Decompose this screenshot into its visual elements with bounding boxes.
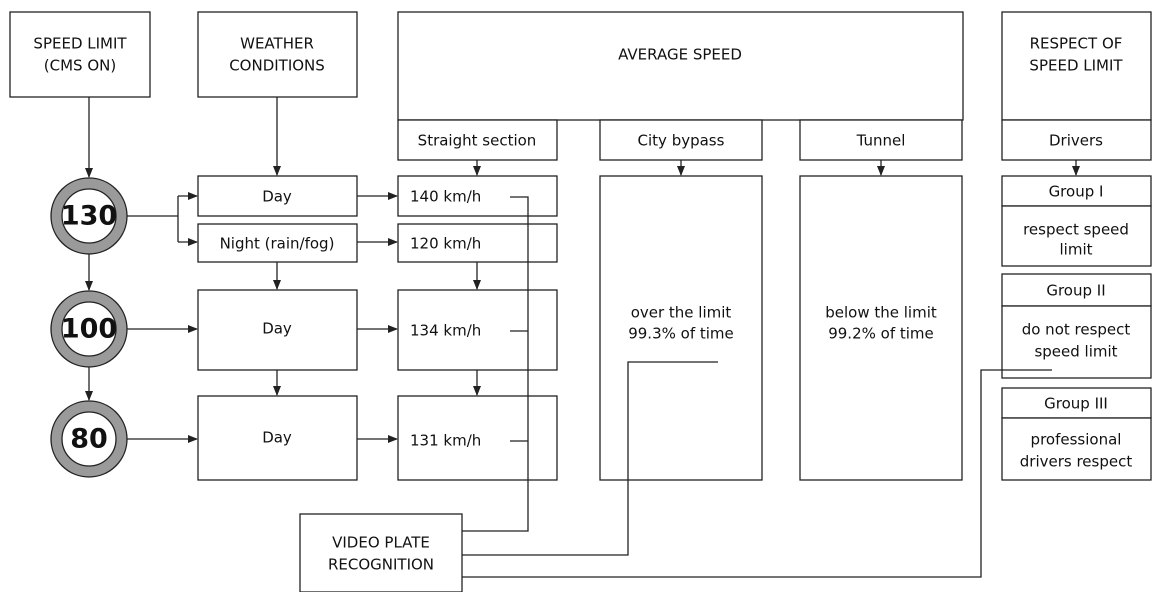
label: SPEED LIMIT (1029, 57, 1123, 75)
label: over the limit (631, 304, 732, 322)
label: WEATHER (240, 35, 314, 53)
box (197, 395, 358, 481)
label: Day (262, 320, 292, 338)
label: Day (262, 429, 292, 447)
label: drivers respect (1020, 453, 1133, 471)
label: 99.3% of time (628, 325, 734, 343)
label: do not respect (1022, 321, 1131, 339)
label: AVERAGE SPEED (618, 46, 742, 64)
sign: 80 (50, 400, 128, 478)
box (1001, 305, 1152, 379)
label: 134 km/h (410, 322, 481, 340)
box (1001, 273, 1152, 307)
box (1001, 417, 1152, 481)
box (197, 11, 358, 98)
label: RESPECT OF (1030, 35, 1123, 53)
label: RECOGNITION (328, 556, 434, 574)
box (397, 119, 558, 161)
label: limit (1060, 241, 1093, 259)
box (397, 223, 558, 263)
box (599, 175, 763, 481)
box (299, 513, 463, 592)
box (799, 119, 963, 161)
sign: 130 (50, 177, 128, 255)
box (197, 223, 358, 263)
label: 140 km/h (410, 188, 481, 206)
box (799, 175, 963, 481)
box (397, 11, 964, 121)
label: Day (262, 188, 292, 206)
label: professional (1031, 431, 1122, 449)
label: VIDEO PLATE (332, 534, 430, 552)
label: Straight section (418, 132, 537, 150)
box (1001, 175, 1152, 207)
sign: 100 (50, 290, 128, 368)
label: respect speed (1023, 221, 1129, 239)
sign-label: 130 (61, 201, 117, 232)
label: City bypass (638, 132, 725, 150)
label: Group I (1049, 183, 1104, 201)
label: Tunnel (856, 132, 906, 150)
label: (CMS ON) (44, 57, 116, 75)
box (599, 119, 763, 161)
sign-label: 100 (61, 314, 117, 345)
box (197, 175, 358, 217)
connectors (85, 97, 1080, 578)
label: speed limit (1034, 343, 1117, 361)
sign-label: 80 (70, 424, 108, 455)
label: Group II (1046, 282, 1105, 300)
label: Drivers (1049, 132, 1103, 150)
label: 120 km/h (410, 235, 481, 253)
box (9, 11, 151, 98)
label: Night (rain/fog) (220, 235, 335, 253)
box (397, 289, 558, 371)
label: SPEED LIMIT (33, 35, 127, 53)
box (397, 395, 558, 481)
label: CONDITIONS (229, 57, 325, 75)
box (397, 175, 558, 217)
box (1001, 11, 1152, 121)
box (1001, 205, 1152, 267)
label: Group III (1044, 395, 1108, 413)
box (197, 289, 358, 371)
label: 131 km/h (410, 432, 481, 450)
label: 99.2% of time (828, 325, 934, 343)
label: below the limit (825, 304, 937, 322)
